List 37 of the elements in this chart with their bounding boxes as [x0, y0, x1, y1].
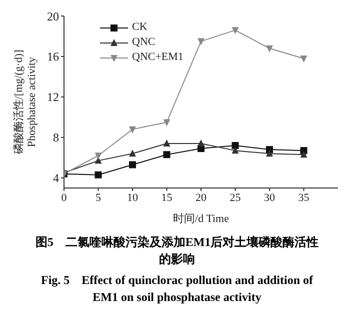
caption: Fig. 5 Effect of quinclorac pollution and addition of EM1 on soil phosphatase activity — [40, 272, 314, 306]
point — [163, 151, 170, 158]
point — [232, 142, 239, 150]
point — [94, 152, 102, 160]
x-axis-title: 时间/d Time — [173, 212, 230, 225]
y-tick-label: 12 — [47, 90, 59, 104]
point — [198, 38, 204, 46]
x-tick-label: 35 — [298, 192, 310, 204]
x-tick-label: 25 — [230, 192, 242, 204]
x-tick-label: 15 — [161, 192, 173, 204]
x-tick-label: 0 — [61, 192, 68, 204]
y-axis-title: 磷酸酶活性/[mg/(g·d)] Phosphatase activity — [12, 50, 38, 156]
x-tick-label: 5 — [96, 192, 102, 204]
y-tick-label: 8 — [53, 130, 59, 145]
x-tick-label: 30 — [264, 192, 276, 204]
y-tick-label: 20 — [47, 9, 59, 24]
point — [198, 139, 204, 146]
x-tick-label: 20 — [196, 192, 207, 204]
point — [266, 45, 273, 52]
point — [232, 146, 239, 154]
point — [266, 150, 273, 157]
legend-label: QNC — [132, 35, 156, 50]
point — [129, 161, 136, 168]
y-tick-label: 4 — [53, 171, 59, 186]
point — [163, 119, 170, 126]
point — [163, 139, 170, 146]
caption: 图5 二氯喹啉酸污染及添加EM1后对土壤磷酸酶活性的影响 — [34, 234, 320, 268]
y-tick-label: 16 — [47, 50, 59, 64]
legend-label: QNC+EM1 — [132, 50, 184, 65]
point — [129, 150, 136, 157]
point — [300, 150, 308, 158]
x-tick-label: 10 — [127, 192, 138, 204]
point — [94, 171, 102, 178]
point — [129, 126, 136, 134]
point — [300, 55, 308, 62]
point — [232, 27, 239, 34]
legend-label: CK — [132, 20, 148, 35]
